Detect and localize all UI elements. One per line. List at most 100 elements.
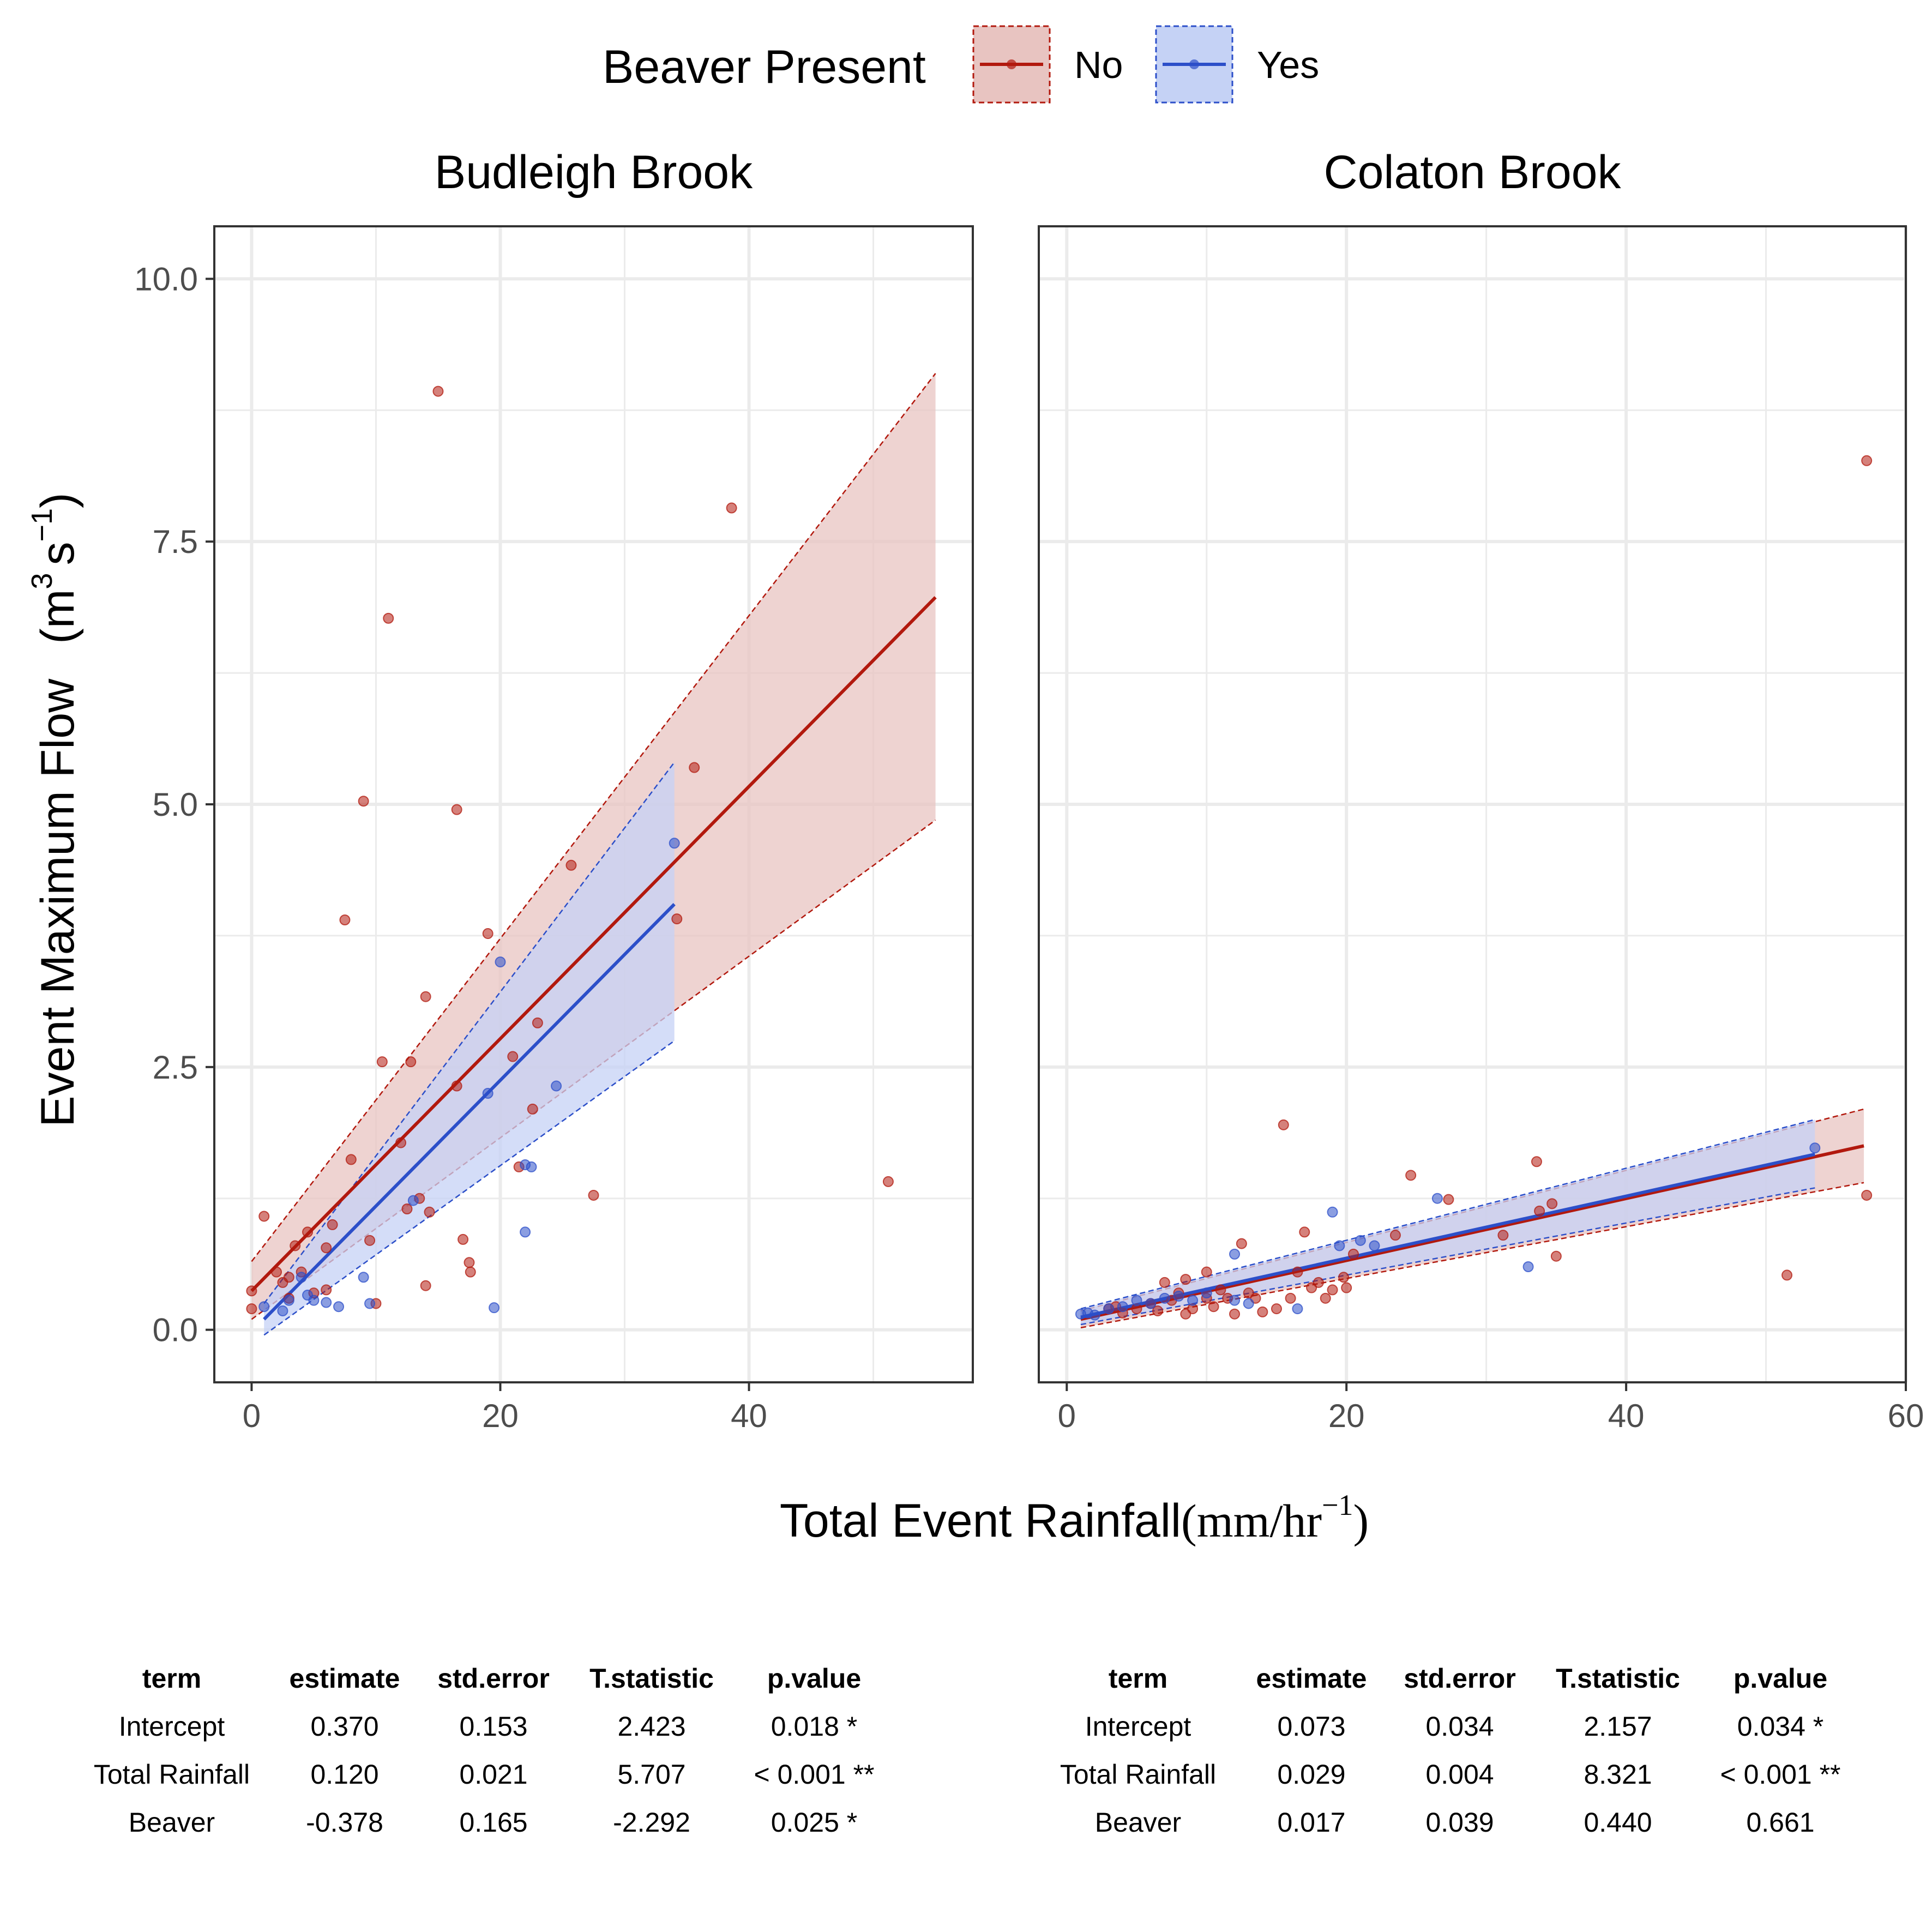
data-point-yes	[1089, 1309, 1100, 1321]
data-point-no	[424, 1206, 435, 1218]
y-tick-label: 2.5	[153, 1049, 198, 1086]
table-header: term	[1109, 1663, 1167, 1694]
data-point-no	[1550, 1250, 1562, 1262]
ci-ribbon-yes	[1080, 1120, 1815, 1325]
data-point-no	[246, 1303, 257, 1315]
panel-colaton-brook: Colaton Brook 0 20 40 60	[1038, 146, 1924, 1434]
data-point-no	[364, 1235, 376, 1246]
data-point-no	[671, 913, 683, 925]
data-point-yes	[407, 1195, 419, 1206]
data-point-no	[1320, 1292, 1331, 1304]
data-point-yes	[1229, 1248, 1241, 1260]
data-point-no	[1299, 1226, 1310, 1238]
data-point-no	[1292, 1266, 1303, 1278]
panel-title: Budleigh Brook	[435, 146, 753, 198]
ci-lower-yes	[263, 1040, 675, 1336]
table-cell: < 0.001 **	[754, 1759, 874, 1790]
data-point-yes	[495, 956, 506, 968]
data-point-no	[1180, 1274, 1191, 1285]
legend-title: Beaver Present	[603, 41, 926, 93]
table-cell: 0.073	[1277, 1711, 1345, 1742]
data-point-no	[246, 1285, 257, 1297]
x-axis-unit: mm/hr	[1197, 1495, 1322, 1547]
table-cell: 0.153	[459, 1711, 527, 1742]
data-point-no	[465, 1266, 476, 1278]
y-tick-label: 10.0	[134, 261, 198, 297]
ci-ribbon-yes	[264, 762, 675, 1335]
data-point-no	[1201, 1266, 1212, 1278]
table-cell: Beaver	[1095, 1807, 1181, 1838]
table-cell: 0.440	[1584, 1807, 1652, 1838]
table-header: p.value	[1734, 1663, 1827, 1694]
data-point-no	[1152, 1305, 1163, 1316]
data-point-no	[482, 928, 493, 940]
table-cell: -0.378	[306, 1807, 383, 1838]
data-point-no	[1208, 1301, 1219, 1313]
table-cell: 0.004	[1425, 1759, 1494, 1790]
data-point-no	[345, 1154, 357, 1165]
coef-table-budleigh: term estimate std.error T.statistic p.value I…	[94, 1663, 875, 1838]
table-cell: 0.661	[1746, 1807, 1814, 1838]
legend: Beaver Present No Yes	[603, 25, 1319, 104]
table-header: p.value	[767, 1663, 861, 1694]
data-point-no	[458, 1233, 469, 1245]
data-point-no	[383, 612, 394, 624]
table-cell: 0.029	[1277, 1759, 1345, 1790]
data-point-no	[283, 1272, 294, 1283]
data-point-no	[1257, 1306, 1268, 1317]
data-point-yes	[1173, 1290, 1184, 1302]
data-point-yes	[1809, 1142, 1821, 1154]
data-point-no	[420, 991, 431, 1002]
data-point-yes	[489, 1302, 500, 1314]
data-point-yes	[321, 1297, 332, 1308]
legend-key-yes	[1155, 25, 1233, 104]
y-axis-unit-s: s	[32, 542, 84, 565]
data-point-yes	[1431, 1193, 1443, 1204]
data-point-yes	[283, 1295, 294, 1306]
data-point-no	[527, 1103, 538, 1115]
data-point-no	[1531, 1156, 1542, 1167]
x-tick-label: 0	[1058, 1398, 1076, 1434]
data-point-yes	[1103, 1303, 1115, 1315]
table-cell: Intercept	[119, 1711, 225, 1742]
data-point-yes	[1292, 1303, 1303, 1315]
data-point-no	[1338, 1272, 1350, 1283]
table-header: std.error	[437, 1663, 550, 1694]
data-point-no	[1229, 1308, 1241, 1320]
data-point-yes	[364, 1298, 376, 1309]
table-cell: Total Rainfall	[94, 1759, 250, 1790]
data-point-no	[302, 1226, 314, 1238]
legend-key-no	[972, 25, 1051, 104]
y-axis-title: Event Maximum Flow (m3s−1)	[26, 492, 84, 1127]
table-cell: 0.370	[310, 1711, 378, 1742]
table-cell: 0.021	[459, 1759, 527, 1790]
data-point-no	[1443, 1194, 1454, 1205]
x-tick-label: 60	[1888, 1398, 1924, 1434]
data-point-no	[339, 914, 351, 925]
coef-table-colaton: term estimate std.error T.statistic p.value I…	[1060, 1663, 1841, 1838]
x-axis-unit-exp: −1	[1322, 1489, 1353, 1521]
data-point-no	[1861, 455, 1873, 466]
x-tick-label: 20	[1328, 1398, 1365, 1434]
table-header: estimate	[1256, 1663, 1367, 1694]
y-axis-title-text: Event Maximum Flow	[32, 678, 84, 1127]
data-point-no	[451, 804, 462, 815]
data-point-no	[726, 502, 737, 514]
data-point-no	[327, 1219, 338, 1230]
data-point-yes	[358, 1272, 369, 1283]
data-point-yes	[308, 1295, 320, 1306]
data-point-yes	[1145, 1298, 1157, 1309]
table-cell: Beaver	[129, 1807, 215, 1838]
data-point-yes	[296, 1272, 307, 1283]
table-cell: 0.018 *	[771, 1711, 857, 1742]
data-point-yes	[333, 1301, 345, 1313]
data-point-yes	[669, 838, 680, 849]
ci-upper-yes	[1080, 1118, 1815, 1310]
data-point-no	[1327, 1284, 1338, 1296]
table-cell: 0.034	[1425, 1711, 1494, 1742]
data-point-yes	[551, 1080, 562, 1092]
data-point-no	[1348, 1248, 1359, 1260]
data-point-yes	[277, 1305, 288, 1316]
table-header: std.error	[1404, 1663, 1516, 1694]
